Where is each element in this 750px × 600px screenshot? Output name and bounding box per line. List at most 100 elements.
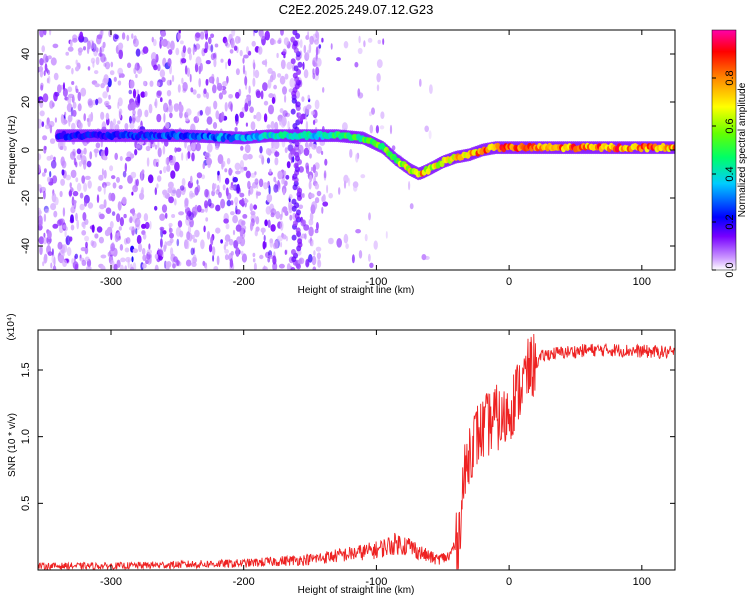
noise-speckle [357,92,364,99]
noise-speckle [178,211,185,216]
noise-speckle [72,109,77,117]
noise-speckle [205,60,211,65]
noise-speckle [235,91,240,99]
noise-speckle [159,213,166,221]
noise-speckle [274,157,279,166]
snr-x-label: Height of straight line (km) [298,585,415,596]
noise-speckle [78,161,82,167]
y-tick-label: 1.0 [20,429,32,444]
noise-speckle [215,110,220,120]
noise-speckle [328,237,334,245]
noise-speckle [336,238,343,248]
noise-speckle [72,34,78,41]
noise-speckle [171,214,176,218]
noise-speckle [189,73,192,83]
noise-speckle [76,219,79,230]
noise-speckle [241,220,246,226]
noise-speckle [282,86,287,95]
noise-speckle [70,224,75,231]
noise-speckle [153,64,158,71]
noise-speckle [127,62,132,69]
noise-speckle [99,204,105,210]
y-tick-label: 0.5 [20,496,32,511]
noise-speckle [191,152,195,162]
noise-speckle [125,156,132,162]
noise-speckle [43,255,47,264]
noise-speckle [53,72,59,81]
noise-speckle [228,94,234,99]
noise-speckle [129,115,132,124]
noise-speckle [273,184,279,193]
noise-speckle [46,176,51,183]
noise-speckle [76,148,82,155]
noise-speckle [250,172,256,178]
noise-speckle [169,238,174,244]
noise-speckle [48,75,51,84]
noise-speckle [82,36,89,43]
spectrogram-y-ticks: -40 -20 0 20 40 [20,48,675,254]
noise-speckle [75,212,78,222]
noise-speckle [358,250,363,259]
noise-speckle [196,93,201,99]
noise-speckle [266,124,271,129]
noise-speckle [380,111,385,119]
noise-speckle [165,158,168,165]
noise-speckle [122,170,127,178]
noise-speckle [169,159,176,166]
noise-speckle [235,224,242,232]
noise-speckle [268,93,274,99]
noise-speckle [216,76,220,86]
noise-speckle [141,223,147,229]
noise-speckle [185,108,192,116]
noise-speckle [244,70,247,77]
noise-speckle [168,49,173,55]
noise-speckle [186,239,190,250]
noise-speckle [114,152,118,160]
noise-speckle [196,179,199,185]
noise-speckle [271,96,276,104]
noise-speckle [244,144,251,154]
noise-speckle [277,170,283,180]
noise-speckle [270,208,277,216]
y-tick-label: 0 [20,147,32,153]
noise-speckle [202,260,206,267]
noise-speckle [128,226,135,231]
noise-speckle [203,48,208,54]
snr-x-ticks: -300 -200 -100 0 100 [100,330,651,588]
noise-speckle [129,216,133,224]
noise-speckle [375,125,379,134]
noise-speckle [86,160,92,168]
noise-speckle [212,53,217,59]
noise-speckle [154,205,158,211]
noise-speckle [338,187,341,195]
noise-speckle [119,217,124,227]
noise-speckle [110,61,114,68]
noise-speckle [368,253,371,262]
noise-speckle [130,101,136,111]
noise-speckle [65,235,71,246]
noise-speckle [207,198,212,207]
noise-speckle [239,49,243,57]
noise-streak [297,238,303,245]
noise-speckle [107,252,110,257]
noise-streak [291,249,296,255]
noise-speckle [264,241,267,248]
noise-speckle [132,262,137,270]
noise-speckle [277,39,282,44]
noise-speckle [134,217,141,228]
x-tick-label: -300 [100,276,122,288]
noise-speckle [173,103,179,112]
noise-speckle [154,101,157,107]
noise-speckle [190,175,193,184]
noise-speckle [256,191,262,196]
noise-speckle [64,111,67,116]
noise-speckle [284,249,287,255]
noise-speckle [103,169,107,179]
noise-speckle [111,211,116,217]
noise-speckle [117,80,122,86]
noise-speckle [379,125,385,130]
noise-speckle [179,185,185,191]
noise-speckle [277,73,282,78]
noise-speckle [280,59,286,70]
noise-speckle [217,170,220,176]
